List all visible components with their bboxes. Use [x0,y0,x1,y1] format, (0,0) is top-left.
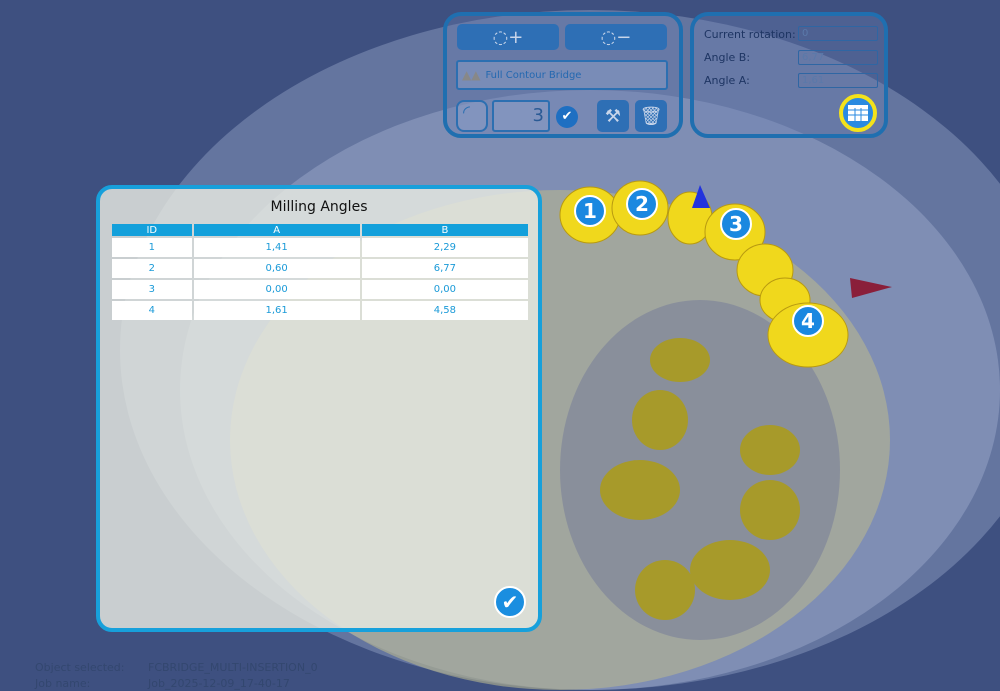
cone-marker-icon [692,185,710,208]
job-name-value: Job_2025-12-09_17-40-17 [148,677,290,690]
cell-id: 3 [112,280,192,299]
cell-b: 0,00 [361,280,528,299]
cell-b: 2,29 [361,238,528,257]
add-insertion-button[interactable]: ◌+ [457,24,559,50]
column-header-a: A [193,224,360,236]
cell-id: 4 [112,301,192,320]
table-row[interactable]: 3 0,00 0,00 [112,280,528,299]
object-selected-label: Object selected: [35,661,125,674]
dialog-title: Milling Angles [270,199,368,215]
table-row[interactable]: 1 1,41 2,29 [112,238,528,257]
current-rotation-label: Current rotation: [704,28,796,41]
cell-a: 0,60 [193,259,360,278]
job-name-label: Job name: [35,677,91,690]
bridge-icon: ▲▲ [462,68,481,82]
gauge-icon: ◜ [463,102,470,123]
tools-button[interactable]: ⚒ [597,100,629,132]
angle-a-label: Angle A: [704,74,750,87]
tooth-marker-4[interactable]: 4 [792,305,824,337]
cell-a: 1,41 [193,238,360,257]
object-type-label: Full Contour Bridge [485,69,582,81]
cell-id: 1 [112,238,192,257]
column-header-b: B [361,224,528,236]
cell-b: 4,58 [361,301,528,320]
tooth-marker-3[interactable]: 3 [720,208,752,240]
trash-icon: 🗑 [639,105,663,127]
cell-a: 1,61 [193,301,360,320]
cell-a: 0,00 [193,280,360,299]
tooth-plus-icon: ◌+ [492,26,524,48]
delete-button[interactable]: 🗑 [635,100,667,132]
remove-insertion-button[interactable]: ◌− [565,24,667,50]
column-header-id: ID [112,224,192,236]
cell-id: 2 [112,259,192,278]
count-input[interactable]: 3 [492,100,550,132]
checkmark-icon: ✔ [501,590,519,614]
angle-b-field[interactable]: 6,77 [798,50,878,65]
milling-angles-dialog: Milling Angles ID A B 1 1,41 2,29 2 0,60 6,7… [96,185,542,632]
current-rotation-field[interactable]: 0 [798,26,878,41]
milling-angles-table-button[interactable] [839,94,877,132]
tooth-minus-icon: ◌− [600,26,632,48]
table-row[interactable]: 2 0,60 6,77 [112,259,528,278]
gauge-button[interactable]: ◜ [456,100,488,132]
direction-arrow-icon[interactable] [850,278,892,298]
milling-angles-table: ID A B 1 1,41 2,29 2 0,60 6,77 3 0,00 0,00 4 1,… [110,222,530,322]
angle-b-label: Angle B: [704,51,751,64]
object-selected-value: FCBRIDGE_MULTI-INSERTION_0 [148,661,318,674]
cell-b: 6,77 [361,259,528,278]
table-row[interactable]: 4 1,61 4,58 [112,301,528,320]
tooth-marker-2[interactable]: 2 [626,188,658,220]
object-type-field[interactable]: ▲▲ Full Contour Bridge [456,60,668,90]
confirm-button[interactable]: ✔ [494,586,526,618]
rotation-panel: Current rotation: 0 Angle B: 6,77 Angle … [690,12,888,138]
confirm-count-icon[interactable]: ✔ [556,106,578,128]
wrench-hammer-icon: ⚒ [604,105,622,127]
lower-teeth [600,338,800,620]
table-icon [848,105,868,121]
angle-a-field[interactable]: 1,61 [798,73,878,88]
tooth-marker-1[interactable]: 1 [574,195,606,227]
insertion-tools-panel: ◌+ ◌− ▲▲ Full Contour Bridge ◜ 3 ✔ ⚒ 🗑 [443,12,683,138]
